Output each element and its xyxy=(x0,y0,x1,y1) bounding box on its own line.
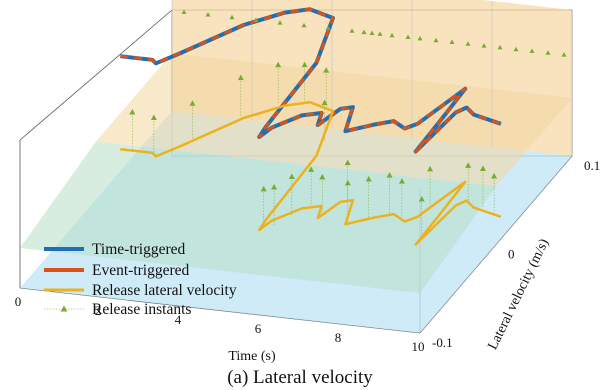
mid-plane xyxy=(20,141,496,293)
x-tick-label: 10 xyxy=(412,339,425,354)
release-instant-marker xyxy=(260,185,267,192)
x-axis-label: Time (s) xyxy=(228,349,276,364)
y-axis-label: Lateral velocity (m/s) xyxy=(486,236,553,352)
release-instant-marker-back xyxy=(181,9,187,14)
release-instant-marker xyxy=(344,159,351,166)
y-tick-label: -0.1 xyxy=(432,335,453,350)
release-instant-marker-back xyxy=(253,17,259,22)
release-instant-marker-back xyxy=(497,44,503,50)
release-instant-marker xyxy=(344,179,351,186)
release-instant-marker xyxy=(386,172,393,178)
release-instant-marker xyxy=(189,100,196,106)
release-instant-marker-back xyxy=(369,30,375,35)
release-instant-marker-back xyxy=(389,32,395,38)
release-instant-marker xyxy=(271,183,278,190)
legend-label-event-triggered: Event-triggered xyxy=(92,262,190,279)
release-instant-marker xyxy=(319,173,326,180)
release-instant-marker-back xyxy=(513,46,519,52)
release-instant-marker-back xyxy=(361,29,367,35)
release-instant-marker-back xyxy=(205,12,211,17)
release-instant-marker-back xyxy=(325,25,331,31)
release-instant-marker-back xyxy=(465,41,471,46)
release-instant-marker-back xyxy=(529,48,535,53)
series-line-event-triggered xyxy=(120,7,502,153)
legend: Time-triggered Event-triggered Release l… xyxy=(44,241,237,318)
release-instant-marker-back xyxy=(561,52,567,57)
release-instant-markers xyxy=(129,9,567,202)
release-instant-marker-back xyxy=(433,37,439,43)
y-tick-labels: -0.1 0 0.1 xyxy=(432,158,600,350)
release-instant-marker xyxy=(321,99,328,106)
release-instant-marker xyxy=(465,162,472,168)
release-instant-marker xyxy=(479,165,486,172)
release-instant-marker-back xyxy=(417,35,423,41)
release-instant-marker-back xyxy=(545,50,551,55)
release-instant-marker-back xyxy=(405,34,411,40)
release-instant-marker-back xyxy=(377,31,383,36)
figure-caption: (a) Lateral velocity xyxy=(227,367,373,388)
x-tick-labels: 0 2 4 6 8 10 xyxy=(15,294,425,354)
release-instant-marker-back xyxy=(449,39,455,44)
legend-label-release-lateral-velocity: Release lateral velocity xyxy=(92,282,237,299)
release-instant-marker xyxy=(308,166,315,172)
release-instant-marker xyxy=(418,195,425,202)
release-instant-marker xyxy=(129,109,136,115)
release-instant-marker-back xyxy=(277,20,283,25)
axes-edge-top-left xyxy=(19,9,173,141)
x-tick-label: 2 xyxy=(95,303,102,318)
release-instant-marker xyxy=(237,74,244,81)
release-instant-marker-back xyxy=(349,28,355,33)
upper-release-plane xyxy=(96,53,572,187)
release-instant-marker xyxy=(491,173,498,179)
release-instant-marker xyxy=(275,61,282,68)
release-instant-marker xyxy=(398,178,405,184)
x-tick-label: 4 xyxy=(175,312,182,327)
release-instant-marker xyxy=(288,173,295,180)
y-tick-label: 0 xyxy=(508,247,515,262)
legend-swatch-release-instants-marker xyxy=(60,305,68,312)
release-instant-marker-back xyxy=(229,14,235,20)
release-instant-marker-back xyxy=(481,43,487,48)
release-instant-marker xyxy=(365,175,372,182)
release-instant-marker xyxy=(301,61,308,68)
x-tick-label: 0 xyxy=(15,294,22,309)
y-tick-label: 0.1 xyxy=(584,158,600,173)
release-stems xyxy=(132,65,495,238)
data-curves xyxy=(120,7,502,246)
legend-label-time-triggered: Time-triggered xyxy=(92,241,186,258)
x-tick-label: 8 xyxy=(335,330,342,345)
release-instant-marker xyxy=(150,114,157,121)
x-tick-label: 6 xyxy=(255,321,262,336)
release-instant-marker xyxy=(427,165,434,172)
release-instant-marker xyxy=(323,67,330,73)
release-instant-marker-back xyxy=(301,22,307,28)
legend-label-release-instants: Release instants xyxy=(92,301,191,318)
series-line-release-lateral-velocity xyxy=(120,100,502,246)
